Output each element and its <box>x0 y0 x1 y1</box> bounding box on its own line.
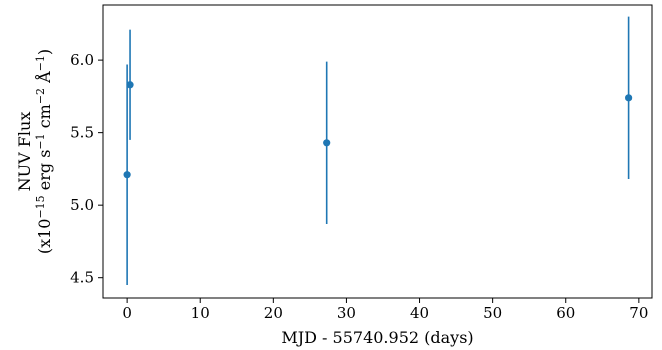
x-axis-ticks: 0 10 20 30 40 50 60 70 <box>122 298 648 322</box>
y-axis-label-line1: NUV Flux <box>15 112 34 192</box>
y-label-exp1: −15 <box>34 195 47 218</box>
data-point <box>625 94 633 102</box>
y-label-mid1: erg s <box>35 150 54 196</box>
y-label-exp4: −1 <box>34 55 47 71</box>
x-axis-label: MJD - 55740.952 (days) <box>281 328 473 347</box>
y-label-mid3: Å <box>34 71 54 88</box>
y-axis-ticks: 4.5 5.0 5.5 6.0 <box>70 51 103 287</box>
y-tick-label: 4.5 <box>70 269 94 287</box>
y-label-suffix: ) <box>35 49 54 55</box>
y-axis-label-line2: (x10−15 erg s−1 cm−2 Å−1) <box>34 49 55 254</box>
plot-frame <box>102 4 653 299</box>
x-tick-label: 10 <box>191 304 210 322</box>
y-label-exp3: −2 <box>34 88 47 104</box>
data-point <box>123 171 131 179</box>
data-points <box>123 81 633 179</box>
error-bars <box>126 16 630 285</box>
x-tick-label: 70 <box>629 304 648 322</box>
y-label-mid2: cm <box>35 104 54 133</box>
x-tick-label: 50 <box>483 304 502 322</box>
x-tick-label: 40 <box>410 304 429 322</box>
x-tick-label: 30 <box>337 304 356 322</box>
x-tick-label: 60 <box>556 304 575 322</box>
x-tick-label: 0 <box>122 304 132 322</box>
data-point <box>126 81 134 89</box>
y-label-exp2: −1 <box>34 133 47 149</box>
x-tick-label: 20 <box>264 304 283 322</box>
y-tick-label: 5.5 <box>70 124 94 142</box>
y-tick-label: 6.0 <box>70 51 94 69</box>
y-label-prefix: (x10 <box>35 219 54 255</box>
y-tick-label: 5.0 <box>70 196 94 214</box>
data-point <box>323 139 331 147</box>
